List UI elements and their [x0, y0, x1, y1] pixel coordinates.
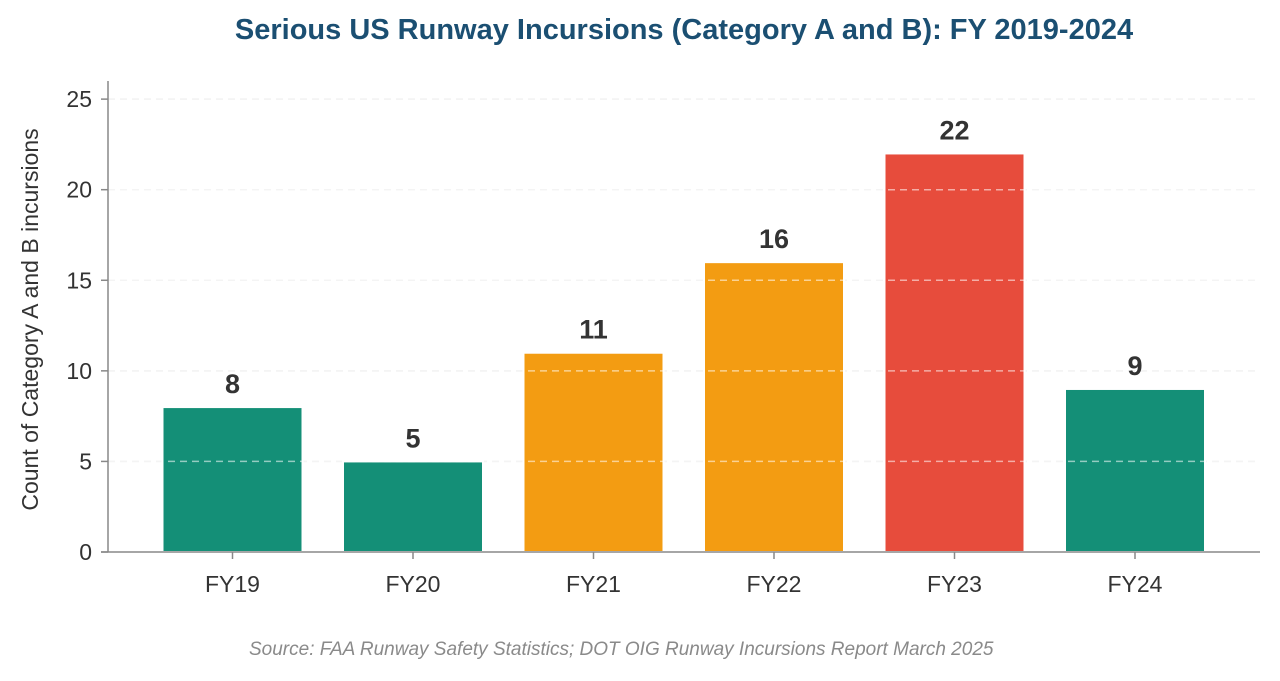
source-note: Source: FAA Runway Safety Statistics; DO… — [249, 639, 994, 660]
x-tick-label: FY24 — [1108, 571, 1163, 597]
bars — [161, 152, 1206, 554]
y-axis-title: Count of Category A and B incursions — [17, 128, 43, 510]
bar-fy24 — [1064, 387, 1206, 554]
data-label: 16 — [759, 224, 789, 254]
data-label: 5 — [405, 423, 420, 453]
data-label: 9 — [1127, 351, 1142, 381]
y-tick-label: 10 — [66, 358, 92, 384]
y-tick-label: 20 — [66, 177, 92, 203]
bar-fy20 — [342, 460, 484, 553]
bar-fy21 — [522, 351, 665, 553]
data-label: 11 — [579, 315, 608, 345]
axes — [101, 81, 1260, 559]
chart-title: Serious US Runway Incursions (Category A… — [234, 14, 1134, 46]
data-label: 8 — [225, 369, 240, 399]
x-tick-label: FY23 — [927, 571, 982, 597]
y-tick-label: 5 — [79, 448, 92, 474]
x-tick-label: FY20 — [386, 571, 441, 597]
x-tick-label: FY22 — [747, 571, 802, 597]
y-tick-label: 15 — [66, 267, 92, 293]
bar-fy23 — [883, 152, 1026, 553]
y-tick-label: 0 — [79, 539, 92, 565]
bar-fy19 — [161, 406, 304, 554]
y-tick-label: 25 — [66, 86, 92, 112]
x-tick-label: FY21 — [566, 571, 621, 597]
data-label: 22 — [939, 115, 969, 145]
labels: 8 FY19 5 FY20 11 FY21 16 FY22 22 FY23 9 FY24 0 5 10 15 2… — [17, 86, 1163, 597]
x-tick-label: FY19 — [205, 571, 260, 597]
gridlines-overlay — [108, 98, 1260, 463]
bar-fy22 — [703, 261, 845, 553]
